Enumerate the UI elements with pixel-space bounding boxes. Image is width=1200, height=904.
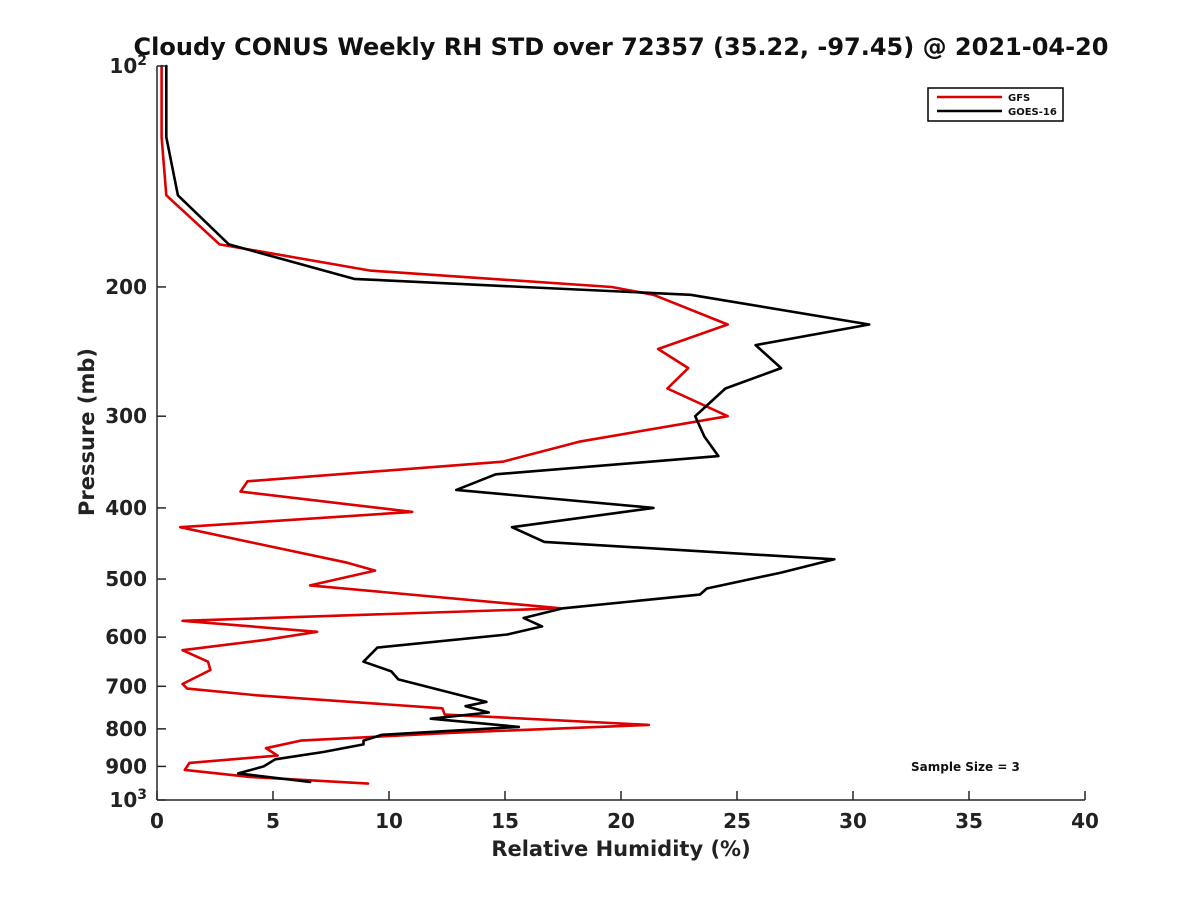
sample-size-annotation: Sample Size = 3 — [911, 760, 1020, 774]
y-tick-label: 600 — [105, 625, 147, 649]
x-axis-label: Relative Humidity (%) — [491, 837, 750, 861]
plot-background — [157, 66, 1085, 800]
legend-label-gfs: GFS — [1008, 93, 1030, 104]
y-tick-label: 800 — [105, 717, 147, 741]
legend: GFS GOES-16 — [927, 87, 1064, 122]
x-tick-label: 15 — [491, 809, 519, 833]
x-tick-label: 5 — [266, 809, 280, 833]
series-line-goes16 — [165, 64, 871, 784]
y-tick-label: 400 — [105, 496, 147, 520]
legend-box — [927, 87, 1064, 122]
x-tick-label: 0 — [150, 809, 164, 833]
legend-label-goes16: GOES-16 — [1008, 107, 1057, 118]
y-tick-label: 200 — [105, 275, 147, 299]
y-tick-label: 103 — [109, 787, 147, 812]
plot-area — [157, 66, 1085, 800]
x-tick-label: 20 — [607, 809, 635, 833]
x-tick-label: 30 — [839, 809, 867, 833]
axes: 0 5 10 15 20 25 30 35 40 102 200 300 400 500 600 700 800… — [105, 53, 1099, 833]
y-tick-label: 500 — [105, 567, 147, 591]
chart-title: Cloudy CONUS Weekly RH STD over 72357 (3… — [134, 33, 1109, 61]
x-tick-label: 10 — [375, 809, 403, 833]
x-tick-label: 40 — [1071, 809, 1099, 833]
y-tick-label: 700 — [105, 674, 147, 698]
series-lines — [160, 64, 871, 785]
y-tick-label: 900 — [105, 754, 147, 778]
y-tick-label: 102 — [109, 53, 147, 78]
x-tick-label: 25 — [723, 809, 751, 833]
y-axis-label: Pressure (mb) — [75, 348, 99, 516]
x-tick-label: 35 — [955, 809, 983, 833]
y-tick-label: 300 — [105, 404, 147, 428]
series-line-gfs — [160, 64, 730, 785]
